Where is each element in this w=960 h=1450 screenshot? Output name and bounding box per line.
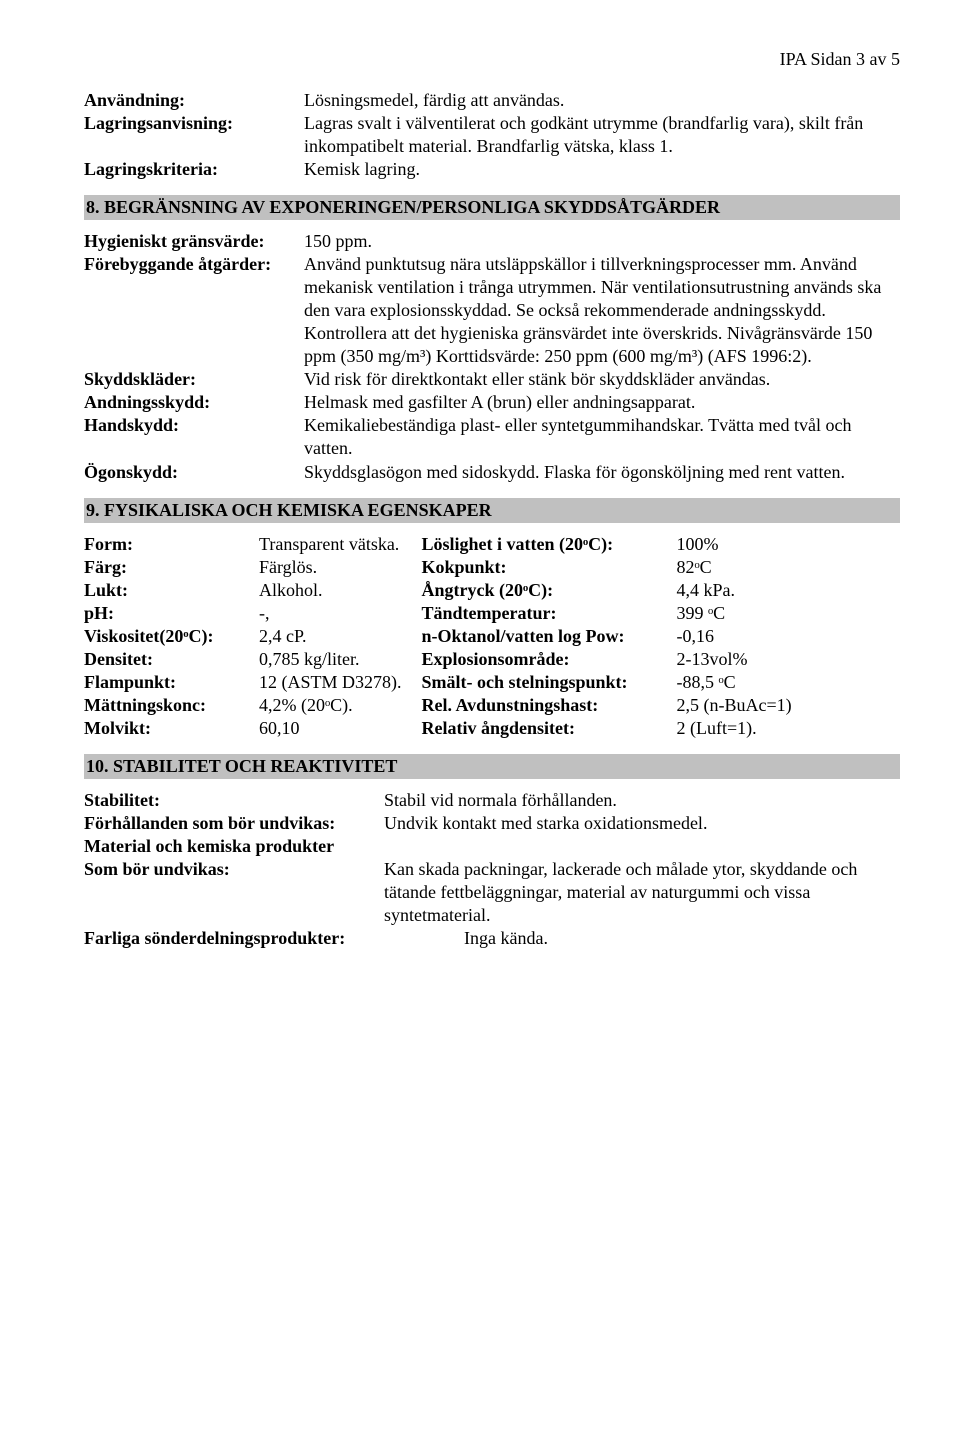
kv-row: Hygieniskt gränsvärde: 150 ppm.	[84, 230, 900, 253]
kv-row: Förhållanden som bör undvikas: Undvik ko…	[84, 812, 900, 835]
prop-key: Mättningskonc:	[84, 694, 259, 717]
materials-line: Material och kemiska produkter	[84, 835, 384, 858]
kv-key: Handskydd:	[84, 414, 304, 437]
section9-left: Form: Färg: Lukt: pH: Viskositet(20ᵒC): …	[84, 533, 402, 740]
prop-val: -88,5 ᵒC	[677, 671, 792, 694]
prop-key: n-Oktanol/vatten log Pow:	[422, 625, 677, 648]
kv-key: Stabilitet:	[84, 789, 384, 812]
kv-key: Andningsskydd:	[84, 391, 304, 414]
prop-key: Ångtryck (20ᵒC):	[422, 579, 677, 602]
prop-key: Smält- och stelningspunkt:	[422, 671, 677, 694]
prop-val: -,	[259, 602, 402, 625]
kv-key: Användning:	[84, 89, 304, 112]
prop-key: Rel. Avdunstningshast:	[422, 694, 677, 717]
section8-heading: 8. BEGRÄNSNING AV EXPONERINGEN/PERSONLIG…	[84, 195, 900, 220]
kv-val: Undvik kontakt med starka oxidationsmede…	[384, 812, 900, 835]
prop-key: Viskositet(20ᵒC):	[84, 625, 259, 648]
prop-key: Tändtemperatur:	[422, 602, 677, 625]
page-indicator: IPA Sidan 3 av 5	[780, 49, 900, 69]
section9-heading: 9. FYSIKALISKA OCH KEMISKA EGENSKAPER	[84, 498, 900, 523]
page-header: IPA Sidan 3 av 5	[84, 48, 900, 71]
prop-val: 82ᵒC	[677, 556, 792, 579]
prop-key: Lukt:	[84, 579, 259, 602]
prop-key: Molvikt:	[84, 717, 259, 740]
prop-val: 4,4 kPa.	[677, 579, 792, 602]
kv-val: Helmask med gasfilter A (brun) eller and…	[304, 391, 900, 414]
prop-val: 2,5 (n-BuAc=1)	[677, 694, 792, 717]
kv-row: Material och kemiska produkter	[84, 835, 900, 858]
prop-val: 100%	[677, 533, 792, 556]
kv-key: Lagringskriteria:	[84, 158, 304, 181]
kv-row: Lagringskriteria: Kemisk lagring.	[84, 158, 900, 181]
kv-val: Kemisk lagring.	[304, 158, 900, 181]
kv-val: Lösningsmedel, färdig att användas.	[304, 89, 900, 112]
kv-val: Lagras svalt i välventilerat och godkänt…	[304, 112, 900, 158]
kv-key: Skyddskläder:	[84, 368, 304, 391]
kv-row: Skyddskläder: Vid risk för direktkontakt…	[84, 368, 900, 391]
prop-val: 2-13vol%	[677, 648, 792, 671]
kv-row: Stabilitet: Stabil vid normala förhållan…	[84, 789, 900, 812]
section8-block: Hygieniskt gränsvärde: 150 ppm. Förebygg…	[84, 230, 900, 483]
section9-right: Löslighet i vatten (20ᵒC): Kokpunkt: Ång…	[422, 533, 792, 740]
kv-val: Kan skada packningar, lackerade och måla…	[384, 858, 900, 927]
kv-key: Lagringsanvisning:	[84, 112, 304, 135]
section10-heading: 10. STABILITET OCH REAKTIVITET	[84, 754, 900, 779]
kv-key: Förhållanden som bör undvikas:	[84, 812, 384, 835]
section10-block: Stabilitet: Stabil vid normala förhållan…	[84, 789, 900, 950]
kv-row: Ögonskydd: Skyddsglasögon med sidoskydd.…	[84, 461, 900, 484]
kv-key: Ögonskydd:	[84, 461, 304, 484]
prop-val: 60,10	[259, 717, 402, 740]
kv-val: 150 ppm.	[304, 230, 900, 253]
kv-key: Som bör undvikas:	[84, 858, 384, 881]
kv-row: Lagringsanvisning: Lagras svalt i välven…	[84, 112, 900, 158]
kv-key: Förebyggande åtgärder:	[84, 253, 304, 276]
kv-val: Kemikaliebeständiga plast- eller syntetg…	[304, 414, 900, 460]
section9-table: Form: Färg: Lukt: pH: Viskositet(20ᵒC): …	[84, 533, 900, 740]
prop-key: Relativ ångdensitet:	[422, 717, 677, 740]
prop-key: pH:	[84, 602, 259, 625]
prop-val: Alkohol.	[259, 579, 402, 602]
prop-val: 4,2% (20ᵒC).	[259, 694, 402, 717]
kv-row: Handskydd: Kemikaliebeständiga plast- el…	[84, 414, 900, 460]
prop-key: Flampunkt:	[84, 671, 259, 694]
kv-key: Hygieniskt gränsvärde:	[84, 230, 304, 253]
prop-key: Explosionsområde:	[422, 648, 677, 671]
prop-key: Densitet:	[84, 648, 259, 671]
kv-val: Använd punktutsug nära utsläppskällor i …	[304, 253, 900, 368]
prop-key: Löslighet i vatten (20ᵒC):	[422, 533, 677, 556]
usage-block: Användning: Lösningsmedel, färdig att an…	[84, 89, 900, 181]
prop-val: -0,16	[677, 625, 792, 648]
prop-val: 399 ᵒC	[677, 602, 792, 625]
prop-val: Färglös.	[259, 556, 402, 579]
kv-val: Stabil vid normala förhållanden.	[384, 789, 900, 812]
kv-row: Som bör undvikas: Kan skada packningar, …	[84, 858, 900, 927]
prop-key: Färg:	[84, 556, 259, 579]
prop-val: 12 (ASTM D3278).	[259, 671, 402, 694]
kv-row: Förebyggande åtgärder: Använd punktutsug…	[84, 253, 900, 368]
kv-row: Farliga sönderdelningsprodukter: Inga kä…	[84, 927, 900, 950]
kv-val: Inga kända.	[384, 927, 900, 950]
prop-key: Kokpunkt:	[422, 556, 677, 579]
prop-val: 2,4 cP.	[259, 625, 402, 648]
prop-val: 0,785 kg/liter.	[259, 648, 402, 671]
kv-val: Skyddsglasögon med sidoskydd. Flaska för…	[304, 461, 900, 484]
prop-key: Form:	[84, 533, 259, 556]
kv-key: Farliga sönderdelningsprodukter:	[84, 927, 384, 950]
prop-val: Transparent vätska.	[259, 533, 402, 556]
kv-row: Andningsskydd: Helmask med gasfilter A (…	[84, 391, 900, 414]
prop-val: 2 (Luft=1).	[677, 717, 792, 740]
kv-val: Vid risk för direktkontakt eller stänk b…	[304, 368, 900, 391]
kv-row: Användning: Lösningsmedel, färdig att an…	[84, 89, 900, 112]
